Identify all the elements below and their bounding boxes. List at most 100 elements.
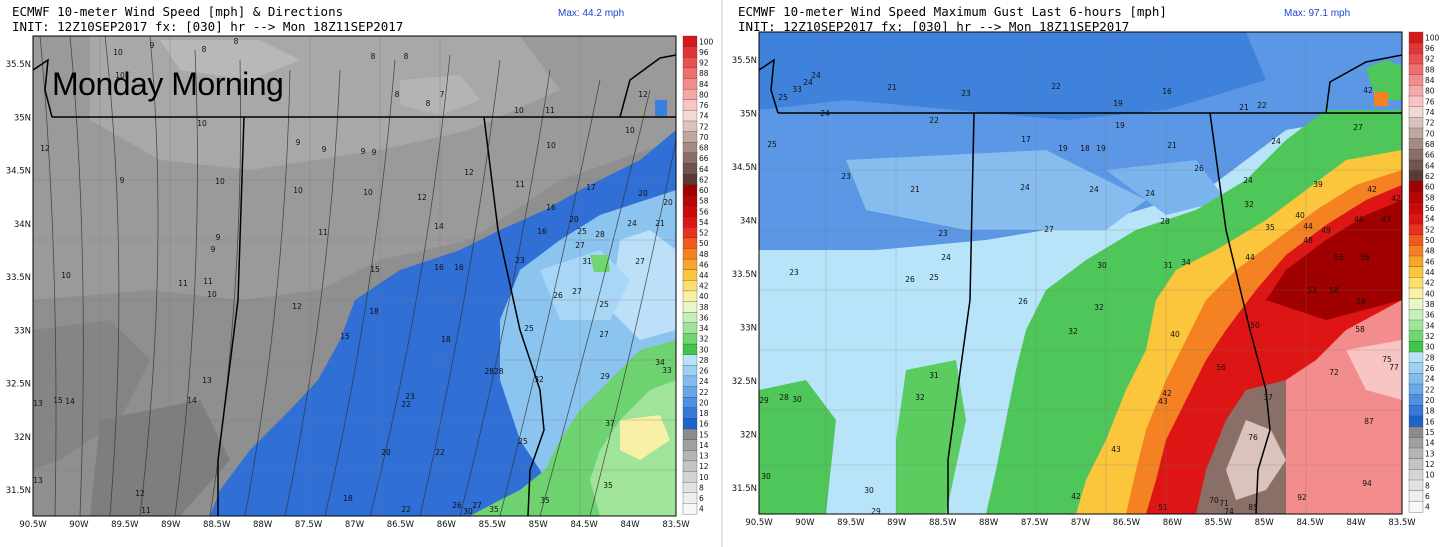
right-colorbar-label: 4: [1425, 503, 1430, 512]
left-lon-tick: 89W: [161, 520, 181, 530]
right-colorbar-label: 58: [1425, 193, 1435, 202]
left-colorbar-label: 80: [699, 90, 709, 99]
left-colorbar-swatch: [682, 280, 698, 292]
left-colorbar-label: 58: [699, 197, 709, 206]
right-value-label: 27: [1044, 225, 1054, 234]
left-colorbar-label: 20: [699, 398, 709, 407]
right-colorbar-label: 10: [1425, 471, 1435, 480]
right-colorbar-label: 26: [1425, 364, 1435, 373]
left-value-label: 14: [434, 222, 444, 231]
right-colorbar-label: 32: [1425, 332, 1435, 341]
right-value-label: 29: [871, 507, 881, 516]
right-value-label: 34: [1181, 258, 1191, 267]
right-value-label: 21: [1167, 141, 1177, 150]
left-value-label: 8: [404, 52, 409, 61]
right-colorbar-label: 88: [1425, 65, 1435, 74]
left-colorbar-swatch: [682, 333, 698, 345]
left-value-label: 9: [211, 245, 216, 254]
left-colorbar-label: 12: [699, 462, 709, 471]
left-lat-tick: 32.5N: [6, 380, 31, 390]
right-value-label: 24: [811, 71, 821, 80]
left-value-label: 31: [582, 257, 592, 266]
left-colorbar-swatch: [682, 131, 698, 143]
right-colorbar-swatch: [1408, 159, 1424, 172]
left-value-label: 9: [216, 233, 221, 242]
right-value-label: 21: [1239, 103, 1249, 112]
left-colorbar-label: 13: [699, 452, 709, 461]
right-value-label: 85: [1248, 503, 1258, 512]
left-lat-tick: 34N: [14, 220, 31, 230]
left-colorbar-swatch: [682, 386, 698, 398]
right-lon-tick: 87.5W: [1021, 518, 1049, 528]
right-latitude-ticks: 35.5N 35N 34.5N 34N 33.5N 33N 32.5N 32N 31.5N: [732, 56, 757, 494]
right-colorbar-swatch: [1408, 405, 1424, 417]
left-colorbar-swatch: [682, 88, 698, 101]
left-value-label: 10: [546, 141, 556, 150]
left-colorbar-swatch: [682, 46, 698, 58]
right-value-label: 58: [1329, 286, 1339, 295]
left-value-label: 37: [605, 419, 615, 428]
right-value-label: 32: [1094, 303, 1104, 312]
left-lat-tick: 33.5N: [6, 273, 31, 283]
right-value-label: 28: [779, 393, 789, 402]
right-lon-tick: 88.5W: [929, 518, 957, 528]
left-colorbar-label: 52: [699, 229, 709, 238]
right-lon-tick: 85W: [1255, 518, 1275, 528]
right-colorbar-label: 50: [1425, 236, 1435, 245]
left-lon-tick: 85W: [529, 520, 549, 530]
right-colorbar-label: 60: [1425, 183, 1435, 192]
right-value-label: 46: [1354, 215, 1364, 224]
left-value-label: 10: [113, 48, 123, 57]
left-value-label: 15: [53, 396, 63, 405]
right-colorbar-swatch: [1408, 170, 1424, 182]
right-colorbar-swatch: [1408, 149, 1424, 161]
left-colorbar-swatch: [682, 301, 698, 313]
left-value-label: 7: [440, 90, 445, 99]
left-lat-tick: 35.5N: [6, 60, 31, 70]
left-lon-tick: 83.5W: [662, 520, 690, 530]
right-value-label: 72: [1329, 368, 1339, 377]
left-value-label: 11: [515, 180, 525, 189]
right-value-label: 25: [778, 93, 788, 102]
right-value-label: 24: [1089, 185, 1099, 194]
right-lon-tick: 86W: [1163, 518, 1183, 528]
right-colorbar-swatch: [1408, 309, 1424, 321]
right-colorbar-label: 54: [1425, 215, 1435, 224]
right-value-label: 44: [1245, 253, 1255, 262]
right-colorbar-swatch: [1408, 127, 1424, 140]
right-colorbar-swatch: [1408, 373, 1424, 385]
left-value-label: 18: [343, 494, 353, 503]
right-colorbar-label: 16: [1425, 417, 1435, 426]
right-lon-tick: 88W: [979, 518, 999, 528]
right-value-label: 24: [1020, 183, 1030, 192]
right-lat-tick: 35.5N: [732, 56, 757, 66]
right-value-label: 23: [841, 172, 851, 181]
left-value-label: 10: [293, 186, 303, 195]
right-colorbar-swatch: [1408, 117, 1424, 129]
left-value-label: 9: [120, 176, 125, 185]
right-value-label: 22: [929, 116, 939, 125]
right-colorbar: 1009692888480767472706866646260585654525…: [1408, 31, 1440, 513]
left-colorbar-label: 38: [699, 303, 709, 312]
right-value-label: 92: [1297, 493, 1307, 502]
right-value-label: 37: [1263, 393, 1273, 402]
right-value-label: 40: [1170, 330, 1180, 339]
left-value-label: 18: [441, 335, 451, 344]
right-colorbar-swatch: [1408, 501, 1424, 513]
right-colorbar-swatch: [1408, 234, 1424, 246]
left-colorbar-swatch: [682, 248, 698, 260]
left-colorbar-label: 46: [699, 260, 709, 269]
right-colorbar-label: 76: [1425, 97, 1435, 106]
right-colorbar-label: 14: [1425, 439, 1435, 448]
left-value-label: 9: [372, 148, 377, 157]
left-value-label: 25: [518, 437, 528, 446]
right-value-label: 22: [1257, 101, 1267, 110]
right-colorbar-label: 15: [1425, 428, 1435, 437]
left-colorbar-swatch: [682, 205, 698, 218]
right-colorbar-label: 48: [1425, 247, 1435, 256]
right-colorbar-label: 28: [1425, 353, 1435, 362]
left-lat-tick: 32N: [14, 433, 31, 443]
left-value-label: 8: [202, 45, 207, 54]
right-colorbar-swatch: [1408, 458, 1424, 470]
